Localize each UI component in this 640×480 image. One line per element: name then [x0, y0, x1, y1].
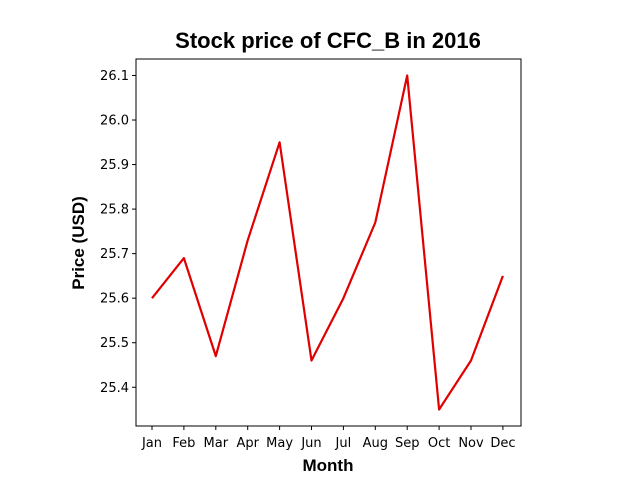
y-tick-label: 25.9 — [100, 158, 129, 173]
y-tick-label: 25.5 — [100, 336, 129, 351]
plot-frame — [135, 58, 522, 427]
x-tick-label: Oct — [428, 436, 450, 451]
x-tick-label: Nov — [458, 436, 484, 451]
x-tick-label: Mar — [204, 436, 229, 451]
x-tick-label: Aug — [363, 436, 388, 451]
y-tick-label: 26.0 — [100, 114, 129, 129]
y-tick-label: 25.6 — [100, 292, 129, 307]
x-tick-label: Dec — [490, 436, 515, 451]
chart-title: Stock price of CFC_B in 2016 — [175, 28, 481, 53]
y-tick-label: 25.7 — [100, 247, 129, 262]
x-tick-label: Jul — [335, 436, 352, 451]
x-tick-label: May — [266, 436, 293, 451]
x-axis: Jan Feb Mar Apr May Jun Jul Aug Sep Oct Nov Dec — [141, 426, 515, 451]
y-axis-label: Price (USD) — [69, 196, 88, 290]
x-tick-label: Feb — [172, 436, 195, 451]
series-line — [151, 74, 504, 411]
y-tick-label: 25.4 — [100, 381, 129, 396]
x-tick-label: Jun — [300, 436, 321, 451]
x-tick-label: Jan — [141, 436, 162, 451]
y-tick-label: 25.8 — [100, 203, 129, 218]
x-tick-label: Sep — [395, 436, 420, 451]
x-axis-label: Month — [303, 456, 354, 475]
x-tick-label: Apr — [236, 436, 259, 451]
y-axis: 25.4 25.5 25.6 25.7 25.8 25.9 26.0 26.1 — [100, 69, 136, 396]
y-tick-label: 26.1 — [100, 69, 129, 84]
